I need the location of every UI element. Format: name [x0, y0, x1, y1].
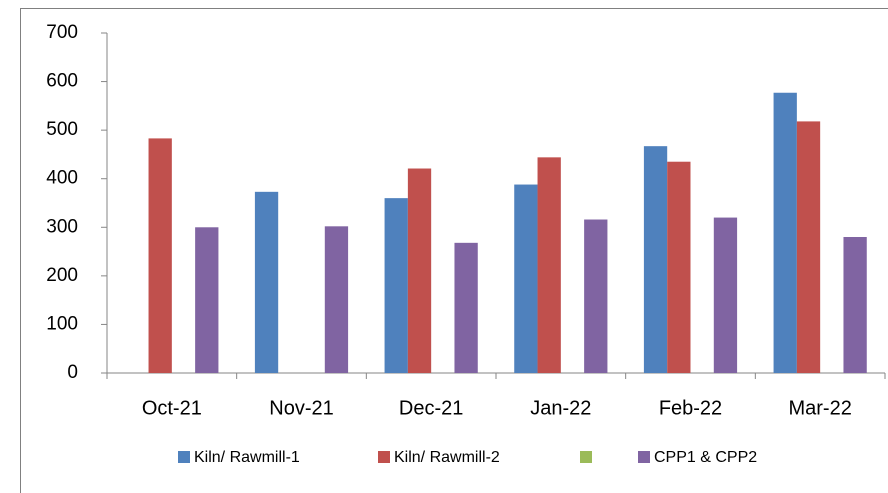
legend-label: CPP1 & CPP2: [654, 449, 757, 466]
bar: [713, 217, 738, 373]
y-tick-label: 600: [46, 71, 78, 92]
bar: [407, 168, 432, 373]
x-tick-label: Nov-21: [269, 397, 333, 419]
bar: [643, 146, 668, 373]
y-tick-label: 0: [67, 362, 78, 383]
y-tick-label: 300: [46, 216, 78, 237]
x-tick-label: Dec-21: [399, 397, 463, 419]
bar: [584, 219, 608, 373]
x-tick-label: Jan-22: [530, 397, 591, 419]
y-tick-label: 700: [46, 22, 78, 43]
y-tick-label: 400: [46, 168, 78, 189]
bar: [537, 157, 561, 373]
bar: [384, 198, 408, 373]
bar: [148, 138, 172, 373]
bar: [324, 226, 349, 373]
x-tick-label: Feb-22: [659, 397, 722, 419]
y-tick-label: 200: [46, 265, 78, 286]
legend-swatch: [378, 451, 390, 463]
x-tick-label: Oct-21: [142, 397, 202, 419]
y-tick-label: 500: [46, 119, 78, 140]
legend-swatch: [638, 451, 650, 463]
bar: [773, 92, 797, 373]
chart-frame: [20, 8, 888, 493]
legend-swatch: [580, 451, 592, 463]
bar: [454, 242, 478, 373]
bar: [667, 161, 691, 373]
bar: [843, 237, 867, 373]
bar: [514, 184, 538, 373]
y-tick-label: 100: [46, 313, 78, 334]
legend-label: Kiln/ Rawmill-2: [394, 449, 500, 466]
bar: [195, 227, 219, 373]
legend-label: Kiln/ Rawmill-1: [194, 449, 300, 466]
x-tick-label: Mar-22: [788, 397, 851, 419]
bar: [796, 121, 821, 374]
bar: [254, 191, 279, 373]
legend-swatch: [178, 451, 190, 463]
